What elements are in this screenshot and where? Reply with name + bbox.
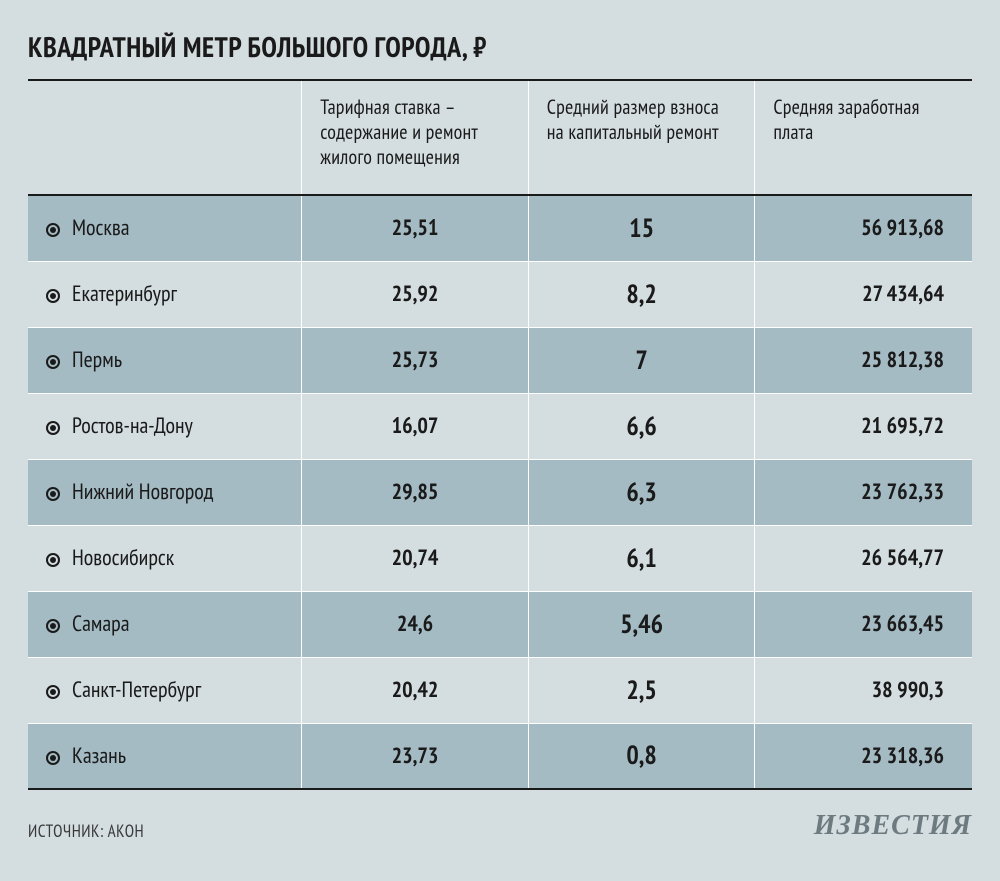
- col-header-rate: Тарифная ставка – содержание и ремонт жи…: [302, 80, 529, 195]
- rate-cell: 20,74: [302, 525, 529, 591]
- pay-cell: 38 990,3: [755, 657, 972, 723]
- fee-cell: 5,46: [528, 591, 755, 657]
- footer: ИСТОЧНИК: АКОН ИЗВЕСТИЯ: [28, 810, 972, 842]
- source-label: ИСТОЧНИК: АКОН: [28, 820, 144, 842]
- fee-cell: 6,3: [528, 459, 755, 525]
- pay-cell: 23 762,33: [755, 459, 972, 525]
- pay-cell: 23 663,45: [755, 591, 972, 657]
- pay-cell: 26 564,77: [755, 525, 972, 591]
- city-label: Нижний Новгород: [72, 478, 213, 506]
- rate-cell: 25,51: [302, 195, 529, 261]
- bullet-icon: [46, 751, 60, 765]
- rate-cell: 25,73: [302, 327, 529, 393]
- pay-cell: 27 434,64: [755, 261, 972, 327]
- table-row: Ростов-на-Дону 16,076,621 695,72: [28, 393, 972, 459]
- table-row: Новосибирск 20,746,126 564,77: [28, 525, 972, 591]
- city-label: Казань: [72, 742, 126, 770]
- table-row: Москва 25,511556 913,68: [28, 195, 972, 261]
- table-header-row: Тарифная ставка – содержание и ремонт жи…: [28, 80, 972, 195]
- city-label: Ростов-на-Дону: [72, 412, 193, 440]
- city-cell: Казань: [28, 723, 302, 789]
- fee-cell: 0,8: [528, 723, 755, 789]
- city-label: Екатеринбург: [72, 280, 177, 308]
- pay-cell: 56 913,68: [755, 195, 972, 261]
- table-row: Казань 23,730,823 318,36: [28, 723, 972, 789]
- fee-cell: 15: [528, 195, 755, 261]
- city-cell: Пермь: [28, 327, 302, 393]
- city-cell: Санкт-Петербург: [28, 657, 302, 723]
- fee-cell: 6,6: [528, 393, 755, 459]
- bullet-icon: [46, 619, 60, 633]
- col-header-fee: Средний размер взноса на капитальный рем…: [528, 80, 755, 195]
- bullet-icon: [46, 355, 60, 369]
- city-label: Москва: [72, 214, 130, 242]
- bullet-icon: [46, 487, 60, 501]
- data-table: Тарифная ставка – содержание и ремонт жи…: [28, 79, 972, 790]
- city-label: Новосибирск: [72, 544, 174, 572]
- rate-cell: 29,85: [302, 459, 529, 525]
- fee-cell: 7: [528, 327, 755, 393]
- fee-cell: 2,5: [528, 657, 755, 723]
- col-header-pay: Средняя заработная плата: [755, 80, 972, 195]
- table-row: Самара 24,65,4623 663,45: [28, 591, 972, 657]
- rate-cell: 16,07: [302, 393, 529, 459]
- bullet-icon: [46, 685, 60, 699]
- city-cell: Екатеринбург: [28, 261, 302, 327]
- city-cell: Новосибирск: [28, 525, 302, 591]
- bullet-icon: [46, 421, 60, 435]
- col-header-city: [28, 80, 302, 195]
- fee-cell: 6,1: [528, 525, 755, 591]
- city-cell: Москва: [28, 195, 302, 261]
- city-label: Санкт-Петербург: [72, 676, 201, 704]
- city-cell: Ростов-на-Дону: [28, 393, 302, 459]
- rate-cell: 24,6: [302, 591, 529, 657]
- table-row: Пермь 25,73725 812,38: [28, 327, 972, 393]
- pay-cell: 21 695,72: [755, 393, 972, 459]
- fee-cell: 8,2: [528, 261, 755, 327]
- rate-cell: 25,92: [302, 261, 529, 327]
- bullet-icon: [46, 553, 60, 567]
- city-label: Пермь: [72, 346, 122, 374]
- city-cell: Самара: [28, 591, 302, 657]
- rate-cell: 23,73: [302, 723, 529, 789]
- page-title: КВАДРАТНЫЙ МЕТР БОЛЬШОГО ГОРОДА, ₽: [28, 28, 972, 65]
- table-row: Нижний Новгород 29,856,323 762,33: [28, 459, 972, 525]
- city-cell: Нижний Новгород: [28, 459, 302, 525]
- pay-cell: 25 812,38: [755, 327, 972, 393]
- bullet-icon: [46, 289, 60, 303]
- city-label: Самара: [72, 610, 130, 638]
- brand-logo: ИЗВЕСТИЯ: [814, 810, 972, 842]
- table-row: Санкт-Петербург 20,422,538 990,3: [28, 657, 972, 723]
- pay-cell: 23 318,36: [755, 723, 972, 789]
- bullet-icon: [46, 223, 60, 237]
- table-row: Екатеринбург 25,928,227 434,64: [28, 261, 972, 327]
- rate-cell: 20,42: [302, 657, 529, 723]
